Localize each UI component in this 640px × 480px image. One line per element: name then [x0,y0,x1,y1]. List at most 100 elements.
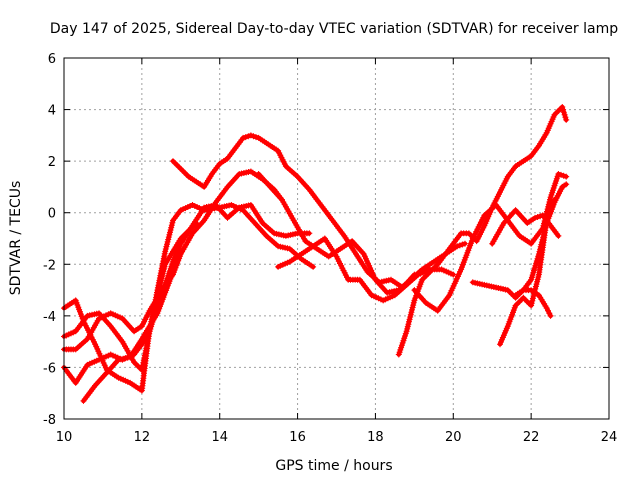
data-point [256,136,261,140]
data-point [73,329,78,334]
data-point [548,314,553,318]
data-point [249,203,253,207]
data-point [412,288,417,292]
data-point [435,308,440,313]
data-point [529,277,533,282]
data-point [190,231,195,236]
data-point [505,174,510,179]
x-tick-label: 18 [367,430,384,445]
data-point [323,236,327,241]
data-point [178,167,183,171]
data-point [533,216,537,220]
data-point [307,187,312,192]
data-point [73,298,78,303]
series-track-8 [275,235,457,304]
data-point [171,218,175,223]
series-track-7 [255,171,468,296]
y-tick-label: 0 [48,207,56,222]
x-tick-label: 10 [56,430,73,445]
data-point [529,154,533,158]
x-tick-label: 14 [211,430,228,445]
data-point [194,221,199,225]
data-point [81,319,86,323]
data-point [178,239,183,243]
data-point [361,252,366,256]
data-point [560,105,565,109]
data-point [202,205,206,210]
data-point [544,306,549,310]
data-point [225,216,230,220]
data-point [435,262,440,267]
series-track-6 [170,132,418,291]
data-point [225,156,230,161]
x-tick-label: 16 [289,430,306,445]
data-point [307,231,312,236]
series-track-14 [512,287,554,319]
data-point [280,198,284,202]
data-point [287,247,292,251]
data-point [537,143,541,148]
data-point [389,277,393,282]
data-point [482,223,487,228]
data-point [358,277,362,282]
data-point [264,234,269,238]
data-point [350,239,354,243]
data-point [140,388,144,393]
data-point [412,298,417,303]
data-point [272,231,277,236]
data-point [451,241,456,246]
x-tick-label: 20 [445,430,462,445]
data-point [210,172,214,176]
data-point [346,277,350,282]
data-point [249,169,253,174]
data-point [120,339,125,344]
series-track-13 [489,207,562,247]
data-point [381,298,386,303]
data-point [544,130,549,135]
data-point [108,324,113,328]
data-point [529,288,533,292]
data-point [404,283,409,287]
data-point [171,249,175,254]
data-point [342,234,347,238]
data-point [330,218,335,223]
data-point [385,290,389,295]
data-point [190,203,195,207]
data-point [354,252,358,256]
data-point [217,161,222,166]
series-track-5 [80,238,184,404]
data-point [513,303,518,308]
data-point [73,381,78,385]
data-point [560,185,565,189]
data-point [541,213,545,218]
data-point [470,280,475,285]
data-point [482,283,487,287]
data-point [369,293,374,298]
data-point [299,252,304,256]
data-point [163,290,168,295]
data-point [548,223,553,228]
y-tick-label: 6 [48,52,56,67]
data-point [334,254,339,259]
data-point [276,244,280,249]
data-point [237,205,241,210]
data-point [529,303,533,308]
y-tick-label: -4 [43,310,56,325]
data-point [128,381,132,385]
data-point [404,329,409,334]
data-point [155,293,160,298]
chart-title: Day 147 of 2025, Sidereal Day-to-day VTE… [50,21,618,37]
data-point [494,203,498,207]
data-point [303,239,308,243]
data-point [502,221,506,225]
data-point [186,174,191,179]
data-point [116,375,121,380]
data-point [513,164,518,169]
data-point [443,252,448,256]
data-point [116,357,121,362]
data-point [171,159,175,163]
data-point [338,247,343,251]
data-point [556,172,561,176]
data-point [97,316,101,321]
